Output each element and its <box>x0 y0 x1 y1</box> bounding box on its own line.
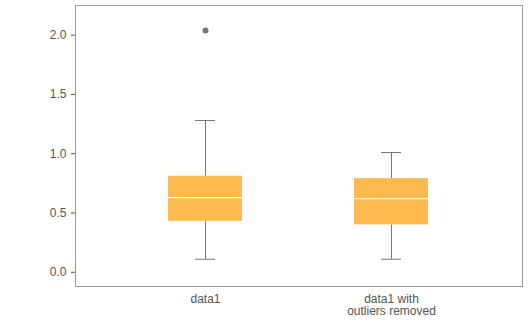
svg-text:0.0: 0.0 <box>50 265 67 279</box>
svg-text:data1 withoutliers removed: data1 withoutliers removed <box>347 292 436 318</box>
svg-text:2.0: 2.0 <box>50 28 67 42</box>
svg-text:0.5: 0.5 <box>50 206 67 220</box>
svg-text:1.5: 1.5 <box>50 87 67 101</box>
svg-text:1.0: 1.0 <box>50 147 67 161</box>
svg-text:data1: data1 <box>190 292 220 306</box>
